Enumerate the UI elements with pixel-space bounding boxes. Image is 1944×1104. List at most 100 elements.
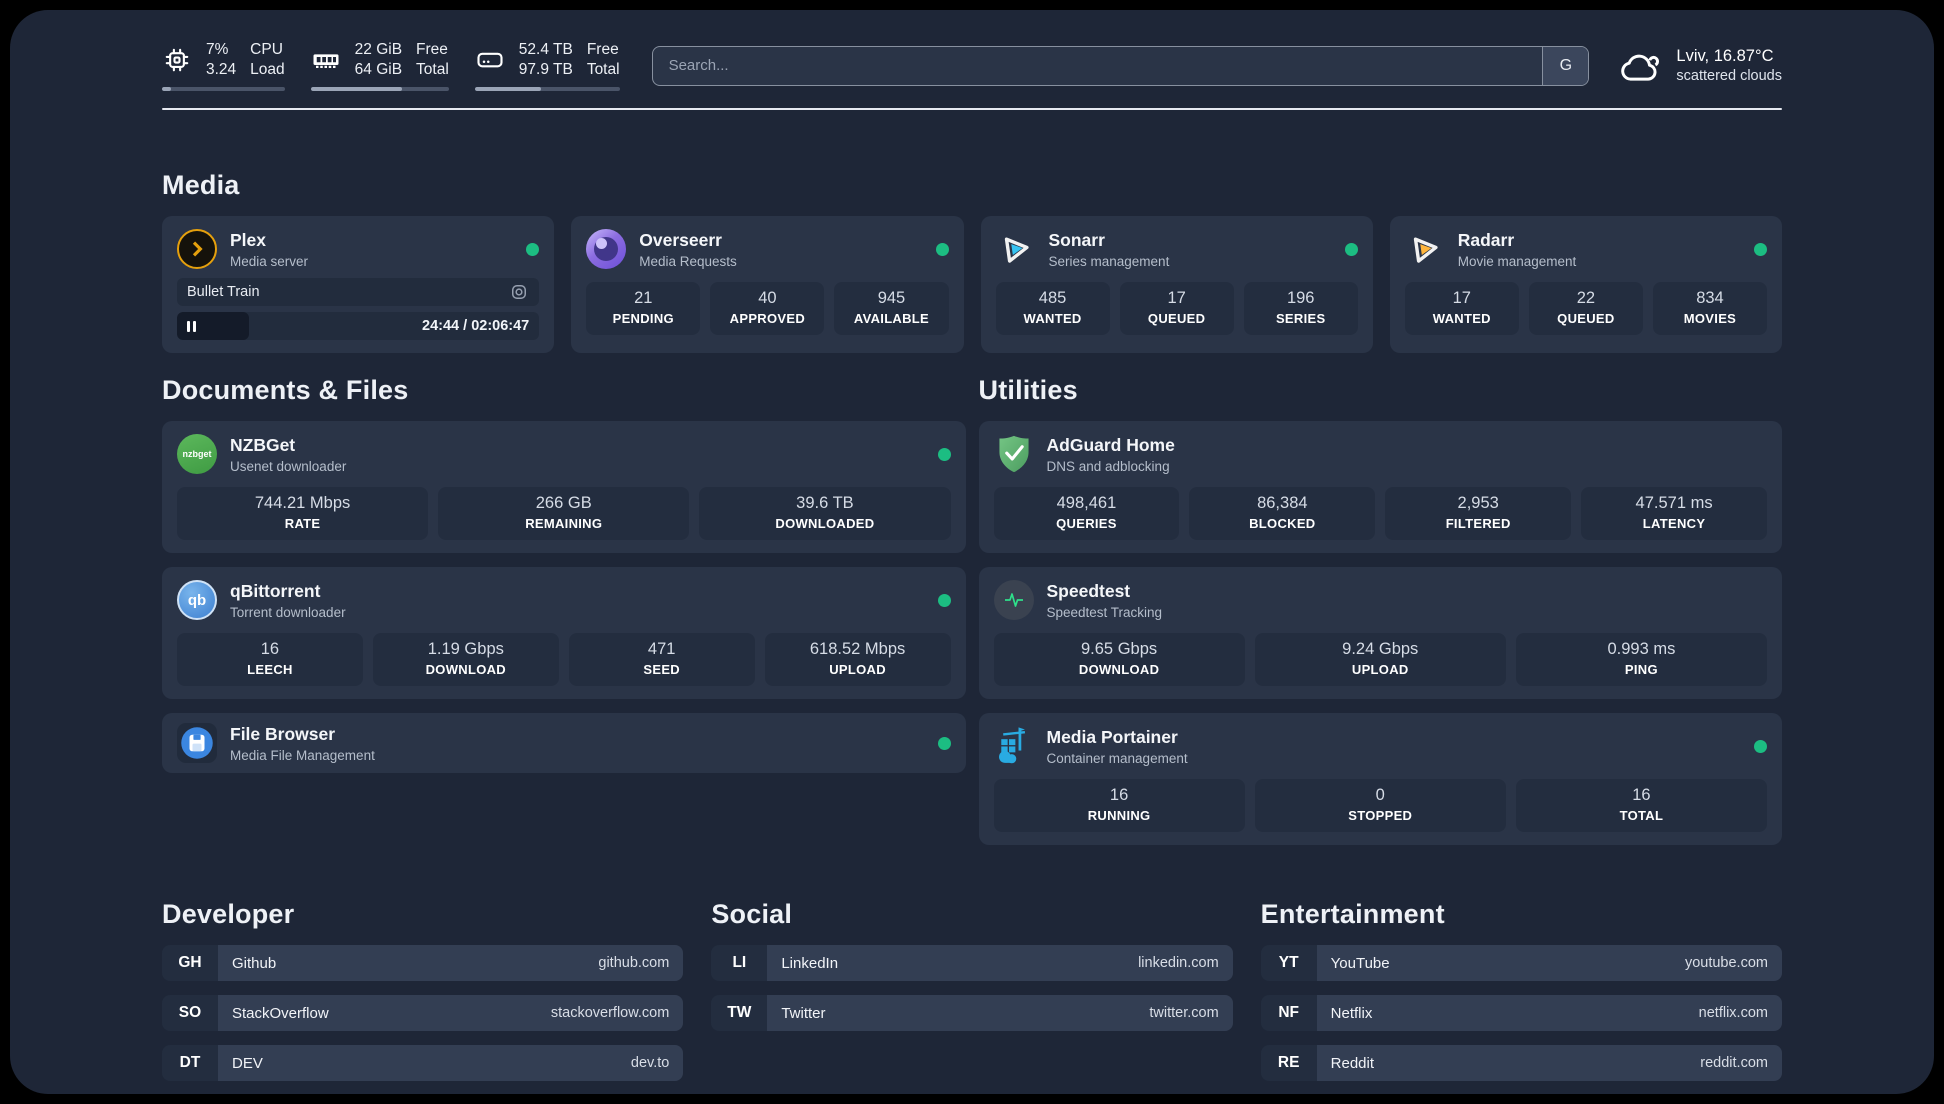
bookmark-name: LinkedIn [781, 954, 839, 972]
overseerr-icon [586, 229, 627, 269]
app-subtitle: Speedtest Tracking [1046, 604, 1163, 620]
bookmark-name: Twitter [781, 1004, 826, 1022]
app-subtitle: Media Requests [639, 253, 737, 269]
app-subtitle: Series management [1048, 253, 1170, 269]
bookmark-url: dev.to [630, 1055, 670, 1071]
cpu-metric: 7% 3.24 CPU Load [162, 40, 285, 91]
app-title: File Browser [230, 723, 336, 744]
bookmark-abbr: YT [1260, 945, 1317, 981]
app-subtitle: Usenet downloader [230, 458, 347, 474]
bookmark-name: StackOverflow [232, 1004, 329, 1022]
header-divider [162, 108, 1782, 110]
bookmark-reddit[interactable]: RE Reddit reddit.com [1260, 1045, 1782, 1081]
stat-tile: 498,461 QUERIES [993, 487, 1180, 540]
weather-location-temp: Lviv, 16.87°C [1676, 47, 1774, 65]
bookmark-abbr: TW [711, 995, 768, 1031]
app-card-qbittorrent[interactable]: qb qBittorrent Torrent downloader 16 LEE… [162, 567, 966, 699]
bookmark-abbr: SO [162, 995, 218, 1031]
app-title: qBittorrent [230, 580, 321, 601]
sonarr-icon [1004, 237, 1029, 263]
bookmark-url: github.com [598, 955, 670, 971]
bookmark-stackoverflow[interactable]: SO StackOverflow stackoverflow.com [162, 995, 684, 1031]
stat-tile: 16 TOTAL [1515, 779, 1767, 832]
stat-tile: 16 LEECH [177, 633, 363, 686]
bookmark-github[interactable]: GH Github github.com [162, 945, 684, 981]
stat-tile: 1.19 Gbps DOWNLOAD [372, 633, 559, 686]
app-title: Radarr [1457, 229, 1515, 250]
section-title-media: Media [162, 170, 240, 200]
bookmark-url: stackoverflow.com [550, 1005, 670, 1021]
documents-column: Documents & Files nzbget NZBGet Usenet d… [162, 375, 966, 773]
bookmark-dev[interactable]: DT DEV dev.to [162, 1045, 684, 1081]
stat-tile: 39.6 TB DOWNLOADED [699, 487, 951, 540]
app-card-overseerr[interactable]: Overseerr Media Requests 21 PENDING 40 A… [571, 216, 964, 353]
cpu-values: 7% 3.24 [206, 41, 237, 78]
stat-tile: 40 APPROVED [710, 282, 825, 335]
stat-tile: 0.993 ms PING [1515, 633, 1767, 686]
top-bar: 7% 3.24 CPU Load [162, 10, 1782, 91]
section-title-social: Social [711, 899, 793, 929]
utilities-column: Utilities AdGuard Home [978, 375, 1782, 845]
stat-tile: 744.21 Mbps RATE [177, 487, 429, 540]
system-metrics: 7% 3.24 CPU Load [162, 40, 620, 91]
search-input[interactable] [651, 45, 1590, 86]
app-subtitle: Media File Management [230, 747, 375, 763]
app-card-adguard[interactable]: AdGuard Home DNS and adblocking 498,461 … [978, 421, 1782, 553]
stat-tile: 834 MOVIES [1652, 282, 1767, 335]
bookmark-abbr: RE [1260, 1045, 1317, 1081]
app-title: NZBGet [230, 434, 296, 455]
app-card-sonarr[interactable]: Sonarr Series management 485 WANTED 17 Q… [980, 216, 1373, 353]
media-card-row: Plex Media server Bullet Train 24:44 / 0 [162, 216, 1782, 353]
hard-drive-icon [477, 52, 503, 68]
stat-tile: 86,384 BLOCKED [1189, 487, 1376, 540]
stat-tile: 9.65 Gbps DOWNLOAD [993, 633, 1245, 686]
stat-tile: 2,953 FILTERED [1385, 487, 1572, 540]
app-card-speedtest[interactable]: Speedtest Speedtest Tracking 9.65 Gbps D… [978, 567, 1782, 699]
app-card-plex[interactable]: Plex Media server Bullet Train 24:44 / 0 [162, 216, 555, 353]
search-bar: G [651, 45, 1590, 86]
bookmark-twitter[interactable]: TW Twitter twitter.com [711, 995, 1233, 1031]
app-title: Overseerr [639, 229, 722, 250]
section-title-entertainment: Entertainment [1260, 899, 1445, 929]
stat-tile: 17 WANTED [1404, 282, 1519, 335]
app-subtitle: Container management [1046, 750, 1188, 766]
media-session-icon[interactable] [509, 282, 529, 302]
stat-tile: 17 QUEUED [1119, 282, 1234, 335]
app-title: Sonarr [1048, 229, 1105, 250]
app-title: Speedtest [1046, 580, 1131, 601]
memory-values: 22 GiB 64 GiB [354, 41, 403, 78]
playback-progress: 24:44 / 02:06:47 [177, 312, 540, 340]
cloud-icon [1621, 54, 1660, 81]
app-card-nzbget[interactable]: nzbget NZBGet Usenet downloader 744.21 M… [162, 421, 966, 553]
app-subtitle: Media server [230, 253, 309, 269]
nzbget-icon: nzbget [177, 434, 217, 474]
bookmark-netflix[interactable]: NF Netflix netflix.com [1260, 995, 1782, 1031]
qbittorrent-icon: qb [177, 580, 217, 620]
app-card-portainer[interactable]: Media Portainer Container management 16 … [978, 713, 1782, 845]
bookmark-youtube[interactable]: YT YouTube youtube.com [1260, 945, 1782, 981]
stat-tile: 471 SEED [568, 633, 755, 686]
portainer-icon [998, 727, 1025, 764]
app-card-radarr[interactable]: Radarr Movie management 17 WANTED 22 QUE… [1389, 216, 1782, 353]
bookmark-name: DEV [232, 1054, 263, 1072]
app-card-filebrowser[interactable]: File Browser Media File Management [162, 713, 966, 773]
search-engine-button[interactable]: G [1542, 46, 1589, 85]
section-title-documents: Documents & Files [162, 375, 409, 405]
stat-tile: 22 QUEUED [1528, 282, 1643, 335]
status-dot [1754, 739, 1767, 753]
now-playing-title: Bullet Train [187, 284, 260, 300]
bookmarks-social: Social LI LinkedIn linkedin.com TW Twitte… [711, 899, 1233, 1031]
bookmarks-developer: Developer GH Github github.com SO StackOv… [162, 899, 684, 1081]
bookmark-url: reddit.com [1700, 1055, 1768, 1071]
status-dot [1754, 242, 1767, 256]
pause-icon[interactable] [187, 320, 196, 332]
bookmark-abbr: NF [1260, 995, 1317, 1031]
bookmark-abbr: LI [711, 945, 768, 981]
status-dot [937, 736, 951, 750]
cpu-labels: CPU Load [250, 41, 285, 78]
stat-tile: 196 SERIES [1243, 282, 1358, 335]
bookmark-linkedin[interactable]: LI LinkedIn linkedin.com [711, 945, 1233, 981]
stat-tile: 0 STOPPED [1254, 779, 1506, 832]
adguard-icon [998, 435, 1029, 473]
stat-tile: 945 AVAILABLE [834, 282, 949, 335]
